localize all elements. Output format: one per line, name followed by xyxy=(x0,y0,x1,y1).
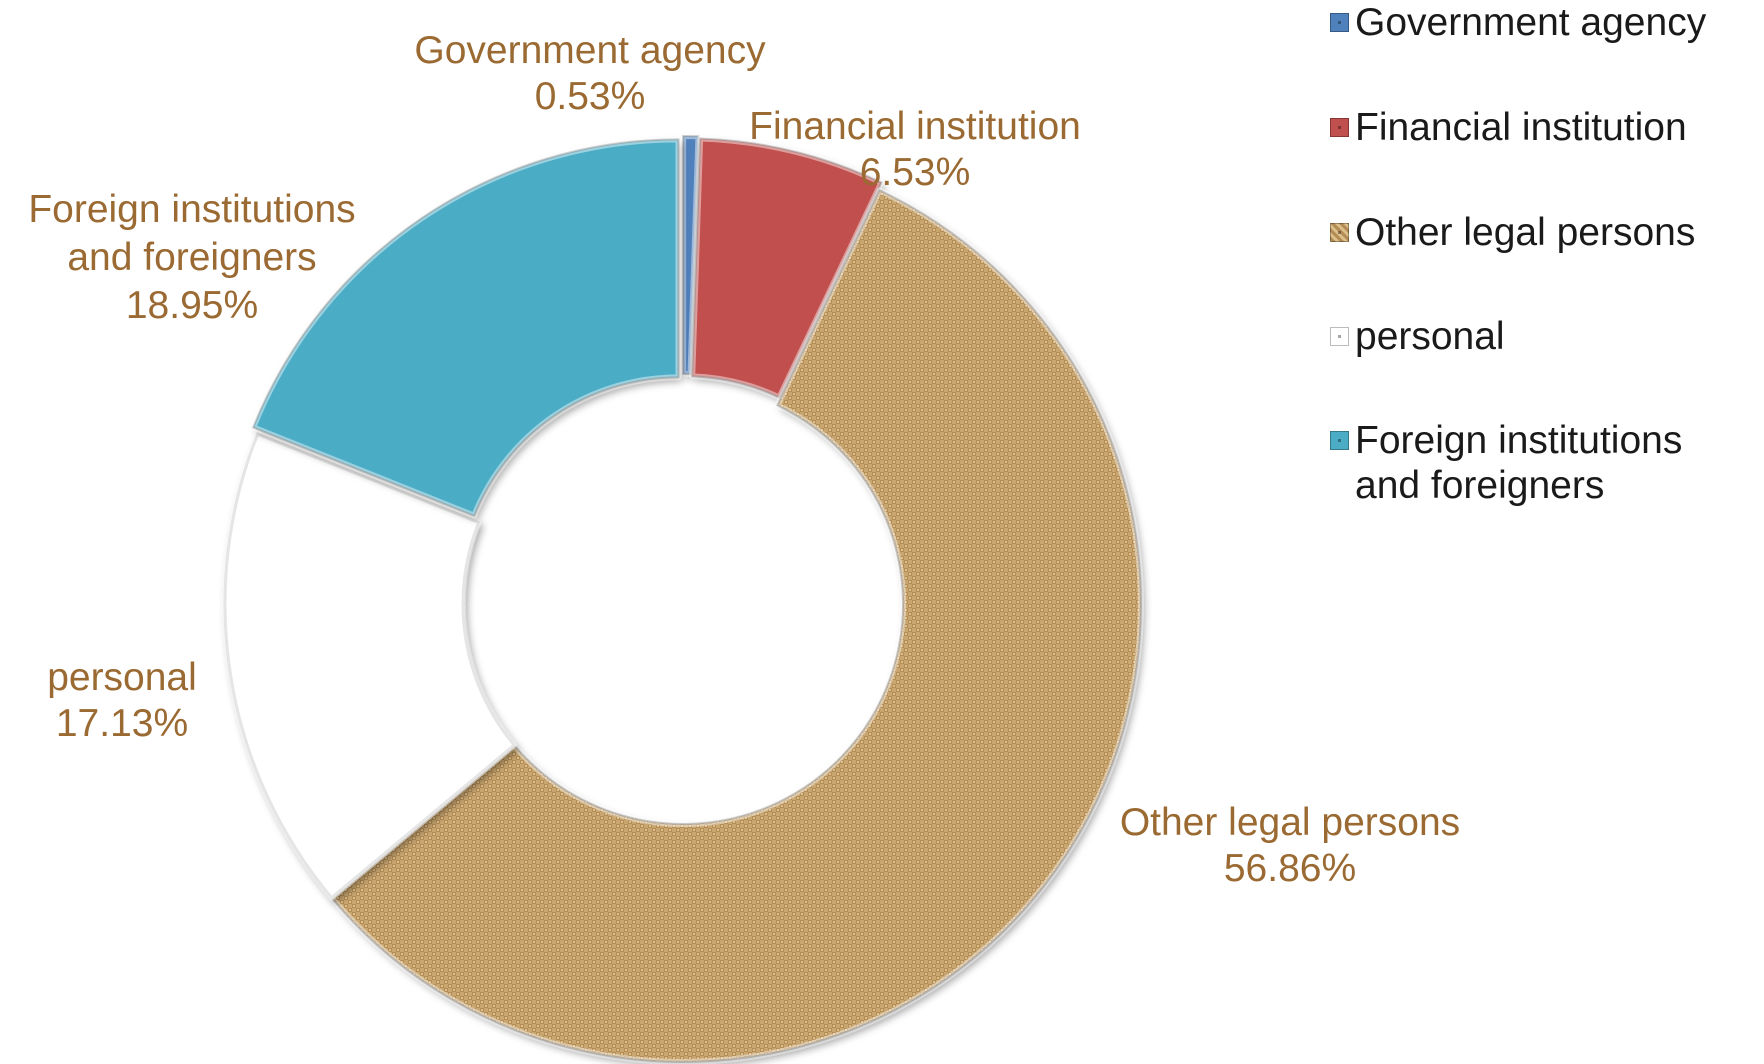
legend-item-government-agency: Government agency xyxy=(1330,0,1706,45)
slice-foreign-institutions-and-foreigners xyxy=(251,138,680,518)
legend-label-foreign-institutions-and-foreigners: Foreign institutions and foreigners xyxy=(1355,419,1683,507)
legend-item-other-legal-persons: Other legal persons xyxy=(1330,210,1695,255)
legend-swatch-government-agency xyxy=(1330,13,1349,32)
legend-swatch-personal xyxy=(1330,327,1349,346)
data-label-name-financial-institution: Financial institution xyxy=(749,105,1081,148)
data-label-value-foreign-institutions-and-foreigners: 18.95% xyxy=(126,284,258,327)
legend-item-personal: personal xyxy=(1330,314,1505,359)
data-label-value-personal: 17.13% xyxy=(56,702,188,745)
legend-swatch-financial-institution xyxy=(1330,118,1349,137)
data-label-value-other-legal-persons: 56.86% xyxy=(1224,847,1356,890)
legend-label-other-legal-persons: Other legal persons xyxy=(1355,211,1696,254)
data-label-name-foreign-institutions-and-foreigners-line-1: Foreign institutions xyxy=(28,188,355,231)
slice-bevel-personal xyxy=(222,431,518,901)
legend-item-financial-institution: Financial institution xyxy=(1330,105,1687,150)
legend-label-government-agency: Government agency xyxy=(1355,1,1707,44)
data-label-value-government-agency: 0.53% xyxy=(535,75,646,118)
data-label-name-other-legal-persons: Other legal persons xyxy=(1120,801,1460,844)
legend-swatch-other-legal-persons xyxy=(1330,223,1349,242)
slice-government-agency xyxy=(682,135,700,376)
slice-other-legal-persons xyxy=(330,188,1142,1063)
slice-personal xyxy=(223,432,517,900)
donut-slices xyxy=(222,133,1144,1064)
slice-bevel-government-agency xyxy=(680,133,702,378)
data-label-name-personal: personal xyxy=(47,656,197,699)
slice-bevel-foreign-institutions-and-foreigners xyxy=(250,136,682,519)
slice-bevel-other-legal-persons xyxy=(328,187,1144,1064)
legend-label-financial-institution: Financial institution xyxy=(1355,106,1687,149)
data-label-value-financial-institution: 6.53% xyxy=(860,151,971,194)
legend-swatch-foreign-institutions-and-foreigners xyxy=(1330,431,1349,450)
data-label-name-foreign-institutions-and-foreigners-line-2: and foreigners xyxy=(67,236,316,279)
slice-bevel-financial-institution xyxy=(689,135,885,401)
legend-label-personal: personal xyxy=(1355,315,1505,358)
legend-item-foreign-institutions-and-foreigners: Foreign institutions and foreigners xyxy=(1330,418,1682,508)
data-label-name-government-agency: Government agency xyxy=(414,29,766,72)
slice-financial-institution xyxy=(691,137,883,399)
